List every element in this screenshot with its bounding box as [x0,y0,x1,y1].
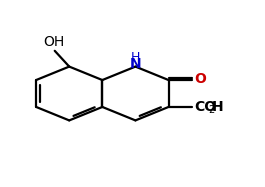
Text: H: H [212,100,224,114]
Text: OH: OH [43,35,64,49]
Text: 2: 2 [209,105,215,115]
Text: H: H [131,51,140,64]
Text: O: O [194,72,206,86]
Text: N: N [130,57,141,71]
Text: CO: CO [194,100,216,114]
